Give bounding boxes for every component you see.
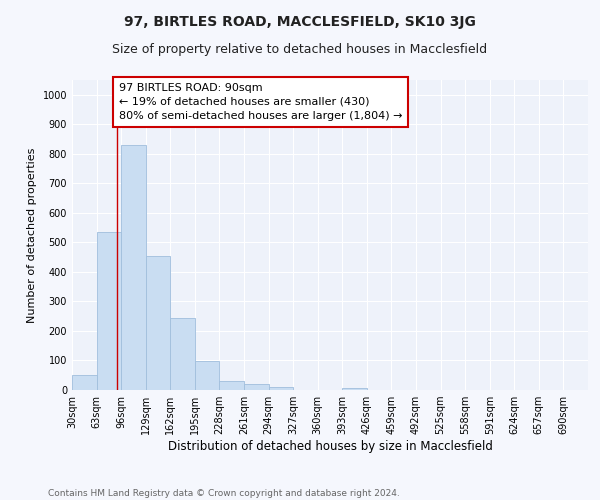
X-axis label: Distribution of detached houses by size in Macclesfield: Distribution of detached houses by size …: [167, 440, 493, 453]
Bar: [146, 256, 170, 390]
Bar: [121, 145, 146, 390]
Y-axis label: Number of detached properties: Number of detached properties: [27, 148, 37, 322]
Text: Contains HM Land Registry data © Crown copyright and database right 2024.: Contains HM Land Registry data © Crown c…: [48, 488, 400, 498]
Bar: [269, 387, 293, 390]
Bar: [72, 375, 97, 390]
Text: 97, BIRTLES ROAD, MACCLESFIELD, SK10 3JG: 97, BIRTLES ROAD, MACCLESFIELD, SK10 3JG: [124, 15, 476, 29]
Text: Size of property relative to detached houses in Macclesfield: Size of property relative to detached ho…: [112, 42, 488, 56]
Bar: [342, 388, 367, 390]
Bar: [97, 232, 121, 390]
Bar: [220, 381, 244, 390]
Bar: [170, 318, 195, 390]
Bar: [244, 384, 269, 390]
Text: 97 BIRTLES ROAD: 90sqm
← 19% of detached houses are smaller (430)
80% of semi-de: 97 BIRTLES ROAD: 90sqm ← 19% of detached…: [119, 83, 403, 121]
Bar: [195, 362, 220, 390]
